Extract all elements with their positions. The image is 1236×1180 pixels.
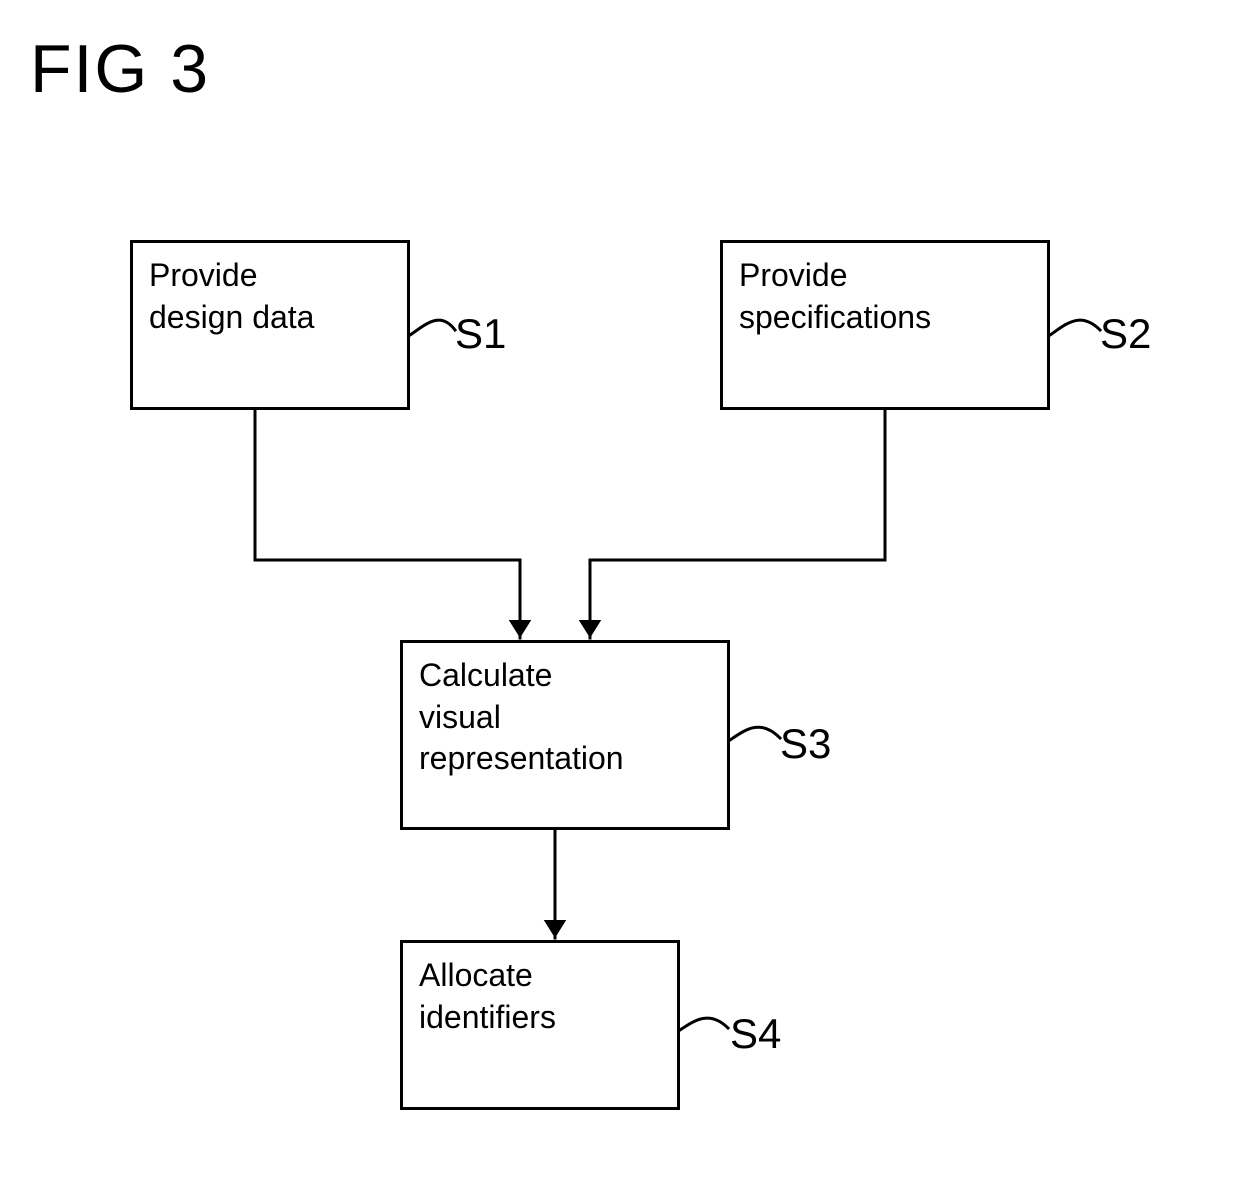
node-text-s2: Providespecifications bbox=[739, 255, 931, 338]
step-label-s1: S1 bbox=[455, 310, 506, 358]
figure-title: FIG 3 bbox=[30, 30, 210, 108]
node-text-s4: Allocateidentifiers bbox=[419, 955, 556, 1038]
node-text-s1: Providedesign data bbox=[149, 255, 314, 338]
step-label-s2: S2 bbox=[1100, 310, 1151, 358]
step-label-s4: S4 bbox=[730, 1010, 781, 1058]
node-text-s3: Calculatevisualrepresentation bbox=[419, 655, 624, 780]
step-label-s3: S3 bbox=[780, 720, 831, 768]
flowchart-node-s2: Providespecifications bbox=[720, 240, 1050, 410]
flowchart-node-s1: Providedesign data bbox=[130, 240, 410, 410]
flowchart-node-s3: Calculatevisualrepresentation bbox=[400, 640, 730, 830]
flowchart-node-s4: Allocateidentifiers bbox=[400, 940, 680, 1110]
